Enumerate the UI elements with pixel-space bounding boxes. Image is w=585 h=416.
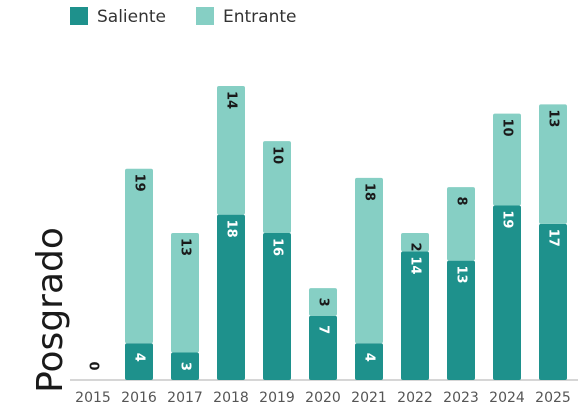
legend-swatch — [196, 7, 214, 25]
data-label: 0 — [86, 361, 101, 370]
data-label: 16 — [270, 238, 285, 256]
x-tick-label: 2024 — [489, 390, 525, 406]
bar-segment — [539, 104, 567, 224]
x-tick-label: 2015 — [75, 390, 111, 406]
bar-segment — [493, 113, 521, 206]
x-tick-label: 2020 — [305, 390, 341, 406]
legend-label: Entrante — [223, 7, 297, 27]
data-label: 10 — [270, 146, 285, 164]
data-label: 8 — [454, 197, 469, 206]
x-tick-label: 2017 — [167, 390, 203, 406]
data-label: 18 — [224, 220, 239, 238]
bar-segment — [125, 168, 153, 344]
bar-segment — [355, 343, 383, 380]
data-label: 14 — [408, 256, 423, 274]
legend-swatch — [70, 7, 88, 25]
data-label: 18 — [362, 183, 377, 201]
data-label: 4 — [362, 353, 377, 362]
data-label: 4 — [132, 353, 147, 362]
bar-segment — [447, 187, 475, 261]
bar-segment — [401, 233, 429, 252]
data-label: 17 — [546, 229, 561, 247]
data-label: 13 — [546, 109, 561, 127]
x-tick-label: 2023 — [443, 390, 479, 406]
bar-segment — [447, 260, 475, 380]
data-label: 3 — [316, 298, 331, 307]
y-axis-label: Posgrado — [30, 227, 71, 393]
data-label: 13 — [454, 266, 469, 284]
x-tick-label: 2021 — [351, 390, 387, 406]
bar-segment — [263, 233, 291, 380]
data-label: 3 — [178, 362, 193, 371]
x-tick-label: 2022 — [397, 390, 433, 406]
data-label: 7 — [316, 325, 331, 334]
bar-segment — [401, 251, 429, 380]
data-label: 10 — [500, 119, 515, 137]
bar-segment — [171, 233, 199, 353]
data-label: 14 — [224, 91, 239, 109]
bar-segment — [539, 223, 567, 380]
bar-segment — [217, 86, 245, 215]
bar-segment — [263, 141, 291, 233]
bar-segment — [217, 214, 245, 380]
bar-segment — [171, 352, 199, 380]
bar-segment — [125, 343, 153, 380]
x-tick-label: 2016 — [121, 390, 157, 406]
data-label: 19 — [132, 174, 147, 192]
bar-segment — [309, 288, 337, 316]
x-tick-label: 2019 — [259, 390, 295, 406]
x-tick-label: 2025 — [535, 390, 571, 406]
legend-label: Saliente — [97, 7, 166, 27]
data-label: 2 — [408, 242, 423, 251]
bar-segment — [309, 315, 337, 380]
bar-segment — [493, 205, 521, 380]
bar-segment — [355, 177, 383, 344]
data-label: 19 — [500, 210, 515, 228]
data-label: 13 — [178, 238, 193, 256]
x-tick-label: 2018 — [213, 390, 249, 406]
